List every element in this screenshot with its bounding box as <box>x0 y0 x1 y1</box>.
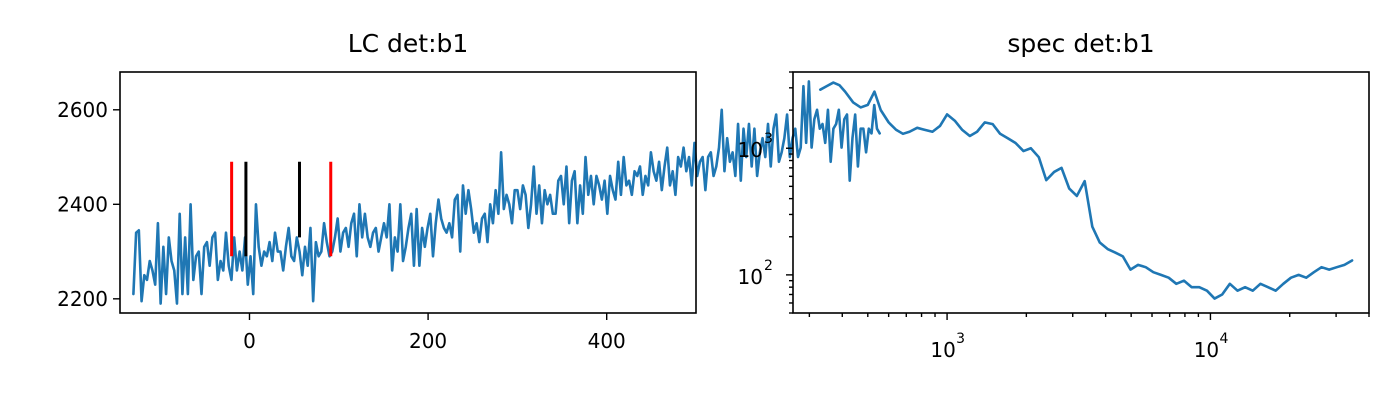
spec-y-tick-exponent: 3 <box>764 131 773 147</box>
spec-y-tick-label: 10 <box>738 138 763 162</box>
spec-panel: spec det:b1 10 3 10 410 210 3 <box>738 29 1370 362</box>
lc-x-tick-label: 400 <box>588 329 626 353</box>
lc-axes-frame <box>119 71 697 314</box>
lc-tick-group: 0 200 400 2200 2400 2600 <box>57 98 626 353</box>
lc-y-tick-label: 2400 <box>57 192 108 216</box>
spec-plot-area <box>818 81 1354 300</box>
spec-y-tick-label: 10 <box>738 265 763 289</box>
spec-x-tick-label: 10 <box>930 338 955 362</box>
spec-series-line <box>818 81 1354 300</box>
lc-plot-area <box>132 80 881 305</box>
lc-x-tick-label: 0 <box>243 329 256 353</box>
lc-y-tick-label: 2200 <box>57 287 108 311</box>
spec-x-tick-exponent: 3 <box>956 331 965 347</box>
spec-axes-frame <box>792 71 1370 314</box>
lc-series-line <box>132 80 881 305</box>
spec-x-tick-label: 10 <box>1194 338 1219 362</box>
spec-y-tick-exponent: 2 <box>764 258 773 274</box>
spec-tick-group: 10 3 10 410 210 3 <box>738 71 1370 362</box>
lc-y-tick-label: 2600 <box>57 98 108 122</box>
spec-chart-title: spec det:b1 <box>1007 29 1154 58</box>
lc-x-tick-label: 200 <box>409 329 447 353</box>
lc-chart-title: LC det:b1 <box>348 29 469 58</box>
lc-panel: LC det:b1 0 200 400 2200 2400 2600 <box>57 29 881 353</box>
spec-x-tick-exponent: 4 <box>1219 331 1228 347</box>
